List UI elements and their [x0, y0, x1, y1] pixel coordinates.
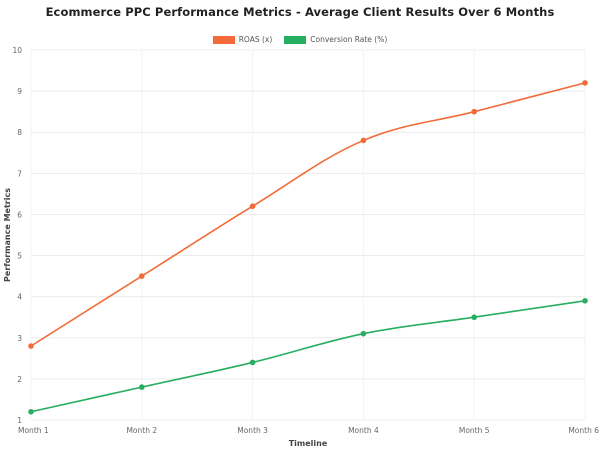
y-tick-label: 9	[17, 87, 22, 96]
legend: ROAS (x) Conversion Rate (%)	[0, 35, 600, 44]
data-point-conversion-rate[interactable]	[139, 384, 145, 390]
y-tick-label: 8	[17, 128, 22, 137]
y-axis-title: Performance Metrics	[3, 188, 12, 282]
y-tick-label: 2	[17, 375, 22, 384]
data-point-conversion-rate[interactable]	[249, 359, 256, 366]
y-tick-label: 5	[17, 252, 22, 261]
series-line-roas-x	[30, 82, 586, 347]
data-point-roas-x[interactable]	[249, 203, 256, 210]
data-point-roas-x[interactable]	[360, 137, 367, 144]
x-axis-ticks: Month 1 Month 2 Month 3 Month 4 Month 5 Month…	[18, 426, 599, 435]
legend-item-conversion-rate[interactable]: Conversion Rate (%)	[284, 35, 387, 44]
data-point-roas-x[interactable]	[28, 343, 34, 349]
x-tick-label: Month 5	[459, 426, 490, 435]
y-tick-label: 10	[12, 46, 22, 55]
x-tick-label: Month 1	[18, 426, 49, 435]
y-tick-label: 4	[17, 293, 22, 302]
data-point-conversion-rate[interactable]	[28, 408, 34, 415]
data-point-roas-x[interactable]	[139, 273, 145, 279]
x-axis-title: Timeline	[289, 439, 328, 448]
series-line-conversion-rate	[30, 299, 586, 413]
data-point-conversion-rate[interactable]	[582, 297, 588, 304]
data-point-roas-x[interactable]	[471, 108, 478, 115]
y-axis-ticks: 1 2 3 4 5 6 7 8 9 10	[12, 46, 22, 425]
series-lines	[30, 82, 586, 413]
data-point-conversion-rate[interactable]	[471, 314, 478, 321]
y-tick-label: 3	[17, 334, 22, 343]
y-tick-label: 6	[17, 210, 22, 219]
y-tick-label: 7	[17, 169, 22, 178]
chart-title: Ecommerce PPC Performance Metrics - Aver…	[45, 5, 555, 19]
x-tick-label: Month 2	[126, 426, 157, 435]
legend-item-roas[interactable]: ROAS (x)	[212, 35, 273, 44]
x-tick-label: Month 4	[348, 426, 379, 435]
x-tick-label: Month 6	[568, 426, 599, 435]
legend-swatch-conversion-rate	[284, 35, 307, 44]
data-point-conversion-rate[interactable]	[360, 330, 367, 337]
grid	[30, 49, 586, 421]
x-tick-label: Month 3	[237, 426, 268, 435]
legend-label-conversion-rate: Conversion Rate (%)	[310, 35, 388, 44]
series-points	[28, 80, 588, 415]
legend-label-roas: ROAS (x)	[238, 35, 273, 44]
y-tick-label: 1	[17, 416, 22, 425]
data-point-roas-x[interactable]	[582, 80, 588, 86]
legend-swatch-roas	[212, 35, 235, 44]
